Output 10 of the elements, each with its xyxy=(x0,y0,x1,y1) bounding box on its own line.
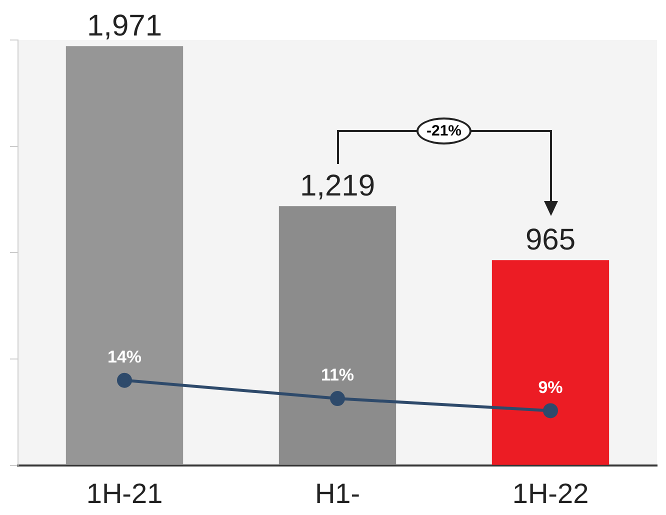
x-tick-label: H1- xyxy=(314,478,360,509)
x-tick-label: 1H-22 xyxy=(512,478,589,509)
data-label: 9% xyxy=(538,378,563,397)
x-tick-label: 1H-21 xyxy=(86,478,163,509)
data-label: 1,971 xyxy=(86,9,162,42)
data-label: 1,219 xyxy=(300,169,376,202)
data-label: 965 xyxy=(525,223,576,256)
data-label: 11% xyxy=(320,366,354,385)
annotation: -21% xyxy=(416,118,472,145)
data-label: 14% xyxy=(107,348,142,367)
